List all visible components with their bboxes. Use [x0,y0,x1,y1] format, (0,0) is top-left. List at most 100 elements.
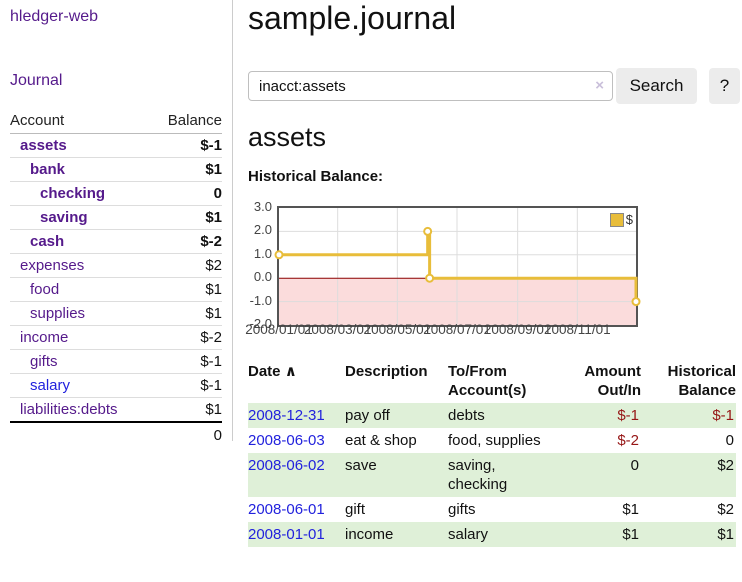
data-point-marker [425,273,435,283]
date-header-label: Date [248,363,281,380]
transaction-accounts: saving, checking [448,457,508,493]
sidebar-account-link[interactable]: salary [30,377,71,394]
account-balance: $-2 [200,329,222,346]
y-axis-tick-label: -1.0 [249,292,272,308]
transaction-date-link[interactable]: 2008-01-01 [248,526,325,543]
sidebar-account-link[interactable]: liabilities:debts [20,401,118,418]
account-row: salary $-1 [10,373,222,398]
account-balance: $1 [205,401,222,418]
transaction-description: income [345,526,394,543]
account-row: liabilities:debts $1 [10,397,222,423]
chart-legend: $ [609,212,633,227]
sidebar: hledger-web Journal Account Balance asse… [0,0,233,448]
account-balance: $2 [205,257,222,274]
account-balance: $1 [205,161,222,178]
sidebar-account-link[interactable]: gifts [30,353,58,370]
account-balance: $-1 [200,377,222,394]
account-row: cash $-2 [10,229,222,254]
search-form: × Search ? [248,68,740,104]
account-balance: $-2 [200,233,222,250]
sort-asc-icon: ∧ [284,363,297,380]
account-row: bank $1 [10,157,222,182]
sidebar-account-link[interactable]: assets [20,137,67,154]
legend-label: $ [625,212,633,227]
account-row: assets $-1 [10,134,222,158]
transaction-amount: 0 [630,457,639,474]
x-axis-tick-label: 2008/07/01 [423,322,491,337]
register-row: 2008-12-31 pay off debts $-1 $-1 [248,403,736,428]
transaction-description: save [345,457,377,474]
register-header-amount: Amount Out/In [584,363,641,399]
register-header-accounts: To/From Account(s) [448,363,527,399]
x-axis-tick-label: 2008/05/01 [363,322,432,337]
sidebar-account-link[interactable]: cash [30,233,65,250]
register-row: 2008-06-02 save saving, checking 0 $2 [248,453,736,497]
register-row: 2008-06-03 eat & shop food, supplies $-2 0 [248,428,736,453]
search-input[interactable] [249,72,612,100]
y-axis-tick-label: 2.0 [253,222,272,238]
account-row: food $1 [10,277,222,302]
y-axis-tick-label: 3.0 [253,199,272,214]
accounts-total-value: 0 [150,421,222,448]
sidebar-account-link[interactable]: food [30,281,60,298]
help-button[interactable]: ? [709,68,740,104]
search-button[interactable]: Search [616,68,697,104]
sidebar-account-link[interactable]: income [20,329,69,346]
sidebar-account-link[interactable]: bank [30,161,66,178]
data-point-marker [274,250,284,260]
x-axis-tick-label: 2008/09/01 [483,322,552,337]
transaction-date-link[interactable]: 2008-06-01 [248,501,325,518]
sidebar-account-link[interactable]: saving [40,209,88,226]
account-row: expenses $2 [10,253,222,278]
data-point-marker [631,297,641,307]
account-balance: $-1 [200,353,222,370]
account-balance: $-1 [200,137,222,154]
transaction-accounts: gifts [448,501,476,518]
app-brand-link[interactable]: hledger-web [10,8,99,25]
sidebar-item-journal[interactable]: Journal [10,72,63,89]
register-header-description: Description [345,363,428,380]
accounts-header-balance: Balance [150,110,222,134]
account-balance: $1 [205,209,222,226]
page-title: sample.journal [248,0,457,36]
account-row: supplies $1 [10,301,222,326]
sidebar-account-link[interactable]: checking [40,185,106,202]
transaction-balance: $2 [717,457,734,474]
transaction-accounts: salary [448,526,489,543]
account-row: gifts $-1 [10,349,222,374]
accounts-total-row: 0 [10,421,222,448]
account-row: saving $1 [10,205,222,230]
y-axis-tick-label: 1.0 [253,245,272,261]
register-header-date[interactable]: Date ∧ [248,358,345,403]
search-box: × [248,71,613,101]
clear-search-icon[interactable]: × [595,77,604,94]
register-header-balance: Historical Balance [667,363,736,399]
chart-plot-area: $ [274,206,641,327]
transaction-accounts: food, supplies [448,432,541,449]
register-header-row: Date ∧ Description To/From Account(s) Am… [248,358,736,403]
transaction-date-link[interactable]: 2008-06-03 [248,432,325,449]
data-point-marker [423,226,433,236]
transaction-description: eat & shop [345,432,417,449]
transaction-description: pay off [345,407,390,424]
sidebar-account-link[interactable]: expenses [20,257,85,274]
accounts-table: Account Balance assets $-1 bank $1 checking 0… [10,110,222,448]
account-row: checking 0 [10,181,222,206]
main-content: sample.journal × Search ? assets Histori… [245,0,740,582]
sidebar-account-link[interactable]: supplies [30,305,86,322]
account-row: income $-2 [10,325,222,350]
transaction-date-link[interactable]: 2008-06-02 [248,457,325,474]
account-balance: $1 [205,281,222,298]
y-axis-tick-label: -2.0 [249,316,272,331]
account-balance: 0 [213,185,222,202]
y-axis-tick-label: 0.0 [253,269,272,285]
x-axis-tick-label: 2008/01/01 [245,322,313,337]
legend-swatch-icon [609,212,624,227]
register-row: 2008-06-01 gift gifts $1 $2 [248,497,736,522]
x-axis-tick-label: 2008/11/01 [544,322,611,337]
transaction-balance: $2 [717,501,734,518]
account-heading: assets [248,122,327,152]
transaction-balance: 0 [725,432,734,449]
account-balance: $1 [205,305,222,322]
transaction-date-link[interactable]: 2008-12-31 [248,407,325,424]
